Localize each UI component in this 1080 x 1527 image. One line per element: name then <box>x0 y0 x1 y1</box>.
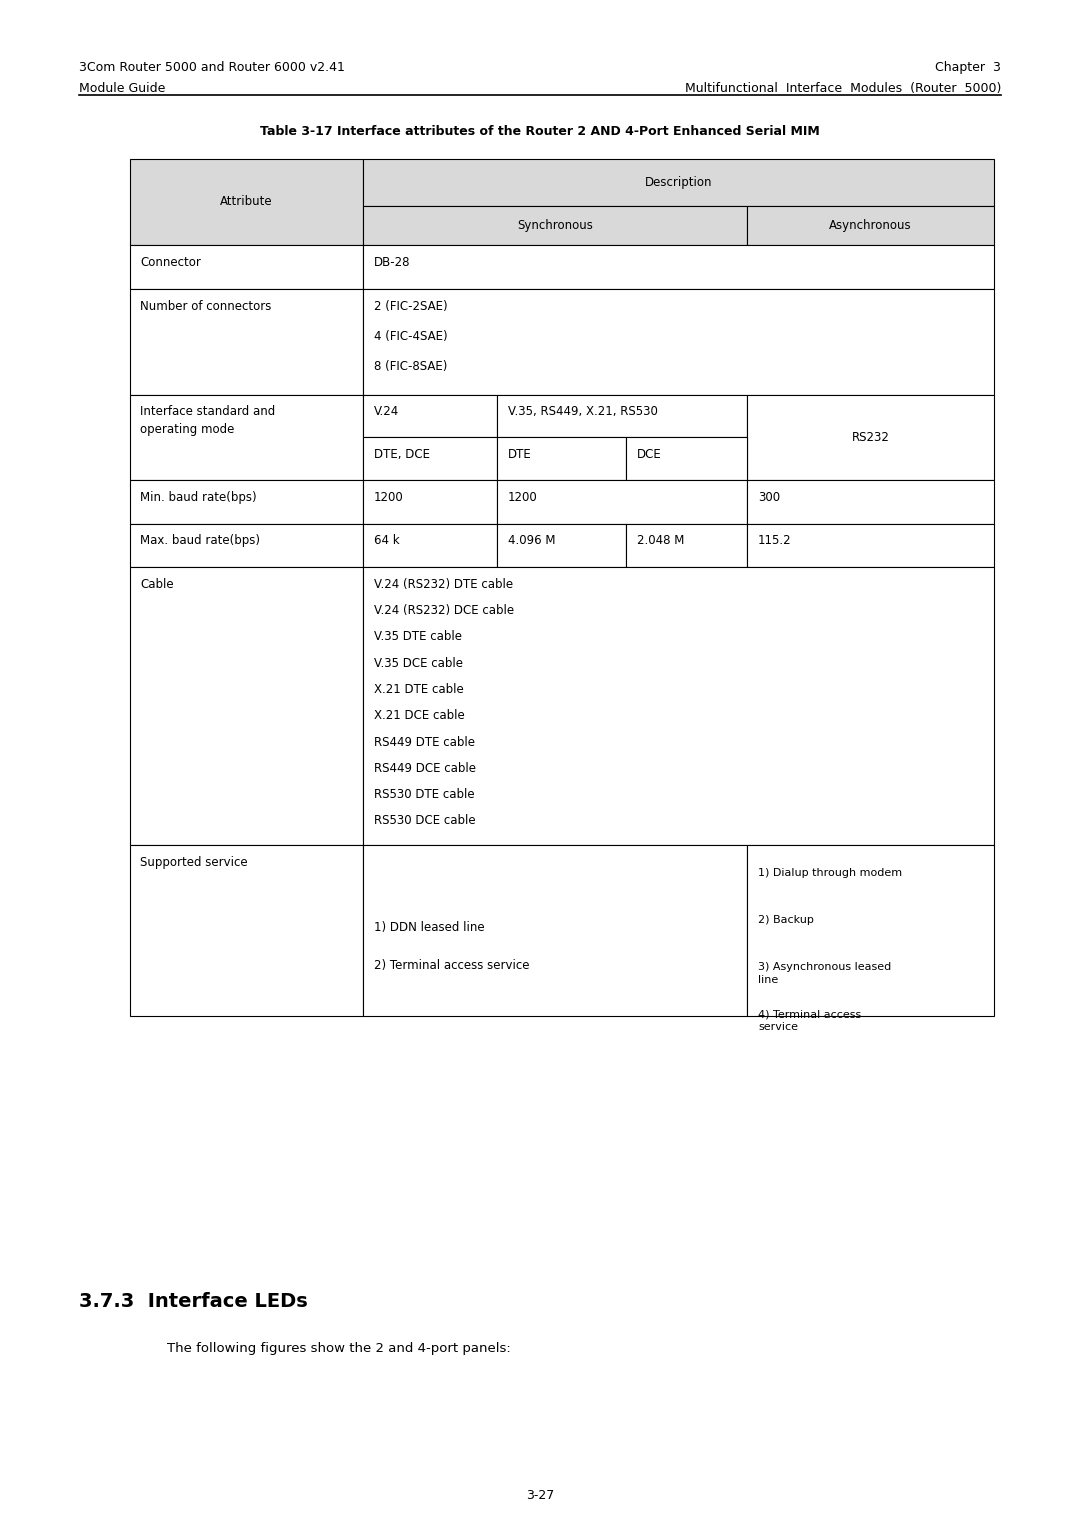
Bar <box>363 394 497 437</box>
Text: Max. baud rate(bps): Max. baud rate(bps) <box>140 534 260 548</box>
Bar <box>363 479 497 524</box>
Bar <box>747 479 994 524</box>
Text: 1) DDN leased line: 1) DDN leased line <box>374 921 484 935</box>
Bar <box>363 437 497 479</box>
Text: The following figures show the 2 and 4-port panels:: The following figures show the 2 and 4-p… <box>167 1342 511 1356</box>
Bar <box>130 479 363 524</box>
Text: 300: 300 <box>758 490 780 504</box>
Bar <box>497 437 626 479</box>
Text: Table 3-17 Interface attributes of the Router 2 AND 4-Port Enhanced Serial MIM: Table 3-17 Interface attributes of the R… <box>260 125 820 139</box>
Text: 1200: 1200 <box>508 490 538 504</box>
Text: 1) Dialup through modem: 1) Dialup through modem <box>758 867 902 878</box>
Text: Asynchronous: Asynchronous <box>829 218 912 232</box>
Bar <box>130 524 363 567</box>
Text: RS530 DTE cable: RS530 DTE cable <box>374 788 474 802</box>
Text: RS530 DCE cable: RS530 DCE cable <box>374 814 475 828</box>
Bar <box>363 290 994 394</box>
Text: Cable: Cable <box>140 577 174 591</box>
Text: Multifunctional  Interface  Modules  (Router  5000): Multifunctional Interface Modules (Route… <box>685 82 1001 96</box>
Text: 3) Asynchronous leased
line: 3) Asynchronous leased line <box>758 962 891 985</box>
Text: 2 (FIC-2SAE): 2 (FIC-2SAE) <box>374 299 447 313</box>
Text: 2.048 M: 2.048 M <box>637 534 685 548</box>
Bar <box>497 524 626 567</box>
Text: Supported service: Supported service <box>140 855 248 869</box>
Text: V.35 DCE cable: V.35 DCE cable <box>374 657 462 670</box>
Text: Chapter  3: Chapter 3 <box>935 61 1001 75</box>
Text: V.35, RS449, X.21, RS530: V.35, RS449, X.21, RS530 <box>508 405 658 418</box>
Bar <box>363 244 994 290</box>
Bar <box>497 394 747 437</box>
Text: 8 (FIC-8SAE): 8 (FIC-8SAE) <box>374 360 447 373</box>
Bar <box>747 206 994 244</box>
Text: Module Guide: Module Guide <box>79 82 165 96</box>
Bar <box>130 290 363 394</box>
Bar <box>626 524 747 567</box>
Bar <box>626 437 747 479</box>
Text: V.24: V.24 <box>374 405 399 418</box>
Text: Interface standard and
operating mode: Interface standard and operating mode <box>140 405 275 437</box>
Text: 4 (FIC-4SAE): 4 (FIC-4SAE) <box>374 330 447 344</box>
Bar <box>130 159 363 244</box>
Bar <box>497 479 747 524</box>
Text: Min. baud rate(bps): Min. baud rate(bps) <box>140 490 257 504</box>
Text: V.24 (RS232) DTE cable: V.24 (RS232) DTE cable <box>374 577 513 591</box>
Text: X.21 DTE cable: X.21 DTE cable <box>374 683 463 696</box>
Text: 4) Terminal access
service: 4) Terminal access service <box>758 1009 862 1032</box>
Text: 3.7.3  Interface LEDs: 3.7.3 Interface LEDs <box>79 1292 308 1310</box>
Bar <box>363 159 994 206</box>
Text: Connector: Connector <box>140 255 201 269</box>
Text: 64 k: 64 k <box>374 534 400 548</box>
Text: Description: Description <box>645 176 712 189</box>
Bar <box>363 206 747 244</box>
Text: X.21 DCE cable: X.21 DCE cable <box>374 709 464 722</box>
Bar <box>363 524 497 567</box>
Text: DB-28: DB-28 <box>374 255 410 269</box>
Text: 2) Terminal access service: 2) Terminal access service <box>374 959 529 973</box>
Text: RS232: RS232 <box>851 431 890 444</box>
Text: DCE: DCE <box>637 449 662 461</box>
Text: 115.2: 115.2 <box>758 534 792 548</box>
Text: Attribute: Attribute <box>220 195 272 209</box>
Bar <box>747 524 994 567</box>
Text: 3Com Router 5000 and Router 6000 v2.41: 3Com Router 5000 and Router 6000 v2.41 <box>79 61 345 75</box>
Text: DTE, DCE: DTE, DCE <box>374 449 430 461</box>
Bar <box>747 394 994 479</box>
Bar <box>130 567 363 844</box>
Text: V.35 DTE cable: V.35 DTE cable <box>374 631 461 643</box>
Text: V.24 (RS232) DCE cable: V.24 (RS232) DCE cable <box>374 605 514 617</box>
Text: Number of connectors: Number of connectors <box>140 299 272 313</box>
Bar <box>130 244 363 290</box>
Text: 3-27: 3-27 <box>526 1489 554 1503</box>
Bar <box>130 394 363 479</box>
Bar <box>363 567 994 844</box>
Bar <box>130 844 363 1017</box>
Text: 2) Backup: 2) Backup <box>758 915 814 925</box>
Text: 1200: 1200 <box>374 490 404 504</box>
Text: Synchronous: Synchronous <box>517 218 593 232</box>
Text: 4.096 M: 4.096 M <box>508 534 555 548</box>
Bar <box>363 844 747 1017</box>
Text: RS449 DTE cable: RS449 DTE cable <box>374 736 475 748</box>
Bar <box>747 844 994 1017</box>
Text: RS449 DCE cable: RS449 DCE cable <box>374 762 475 774</box>
Text: DTE: DTE <box>508 449 531 461</box>
